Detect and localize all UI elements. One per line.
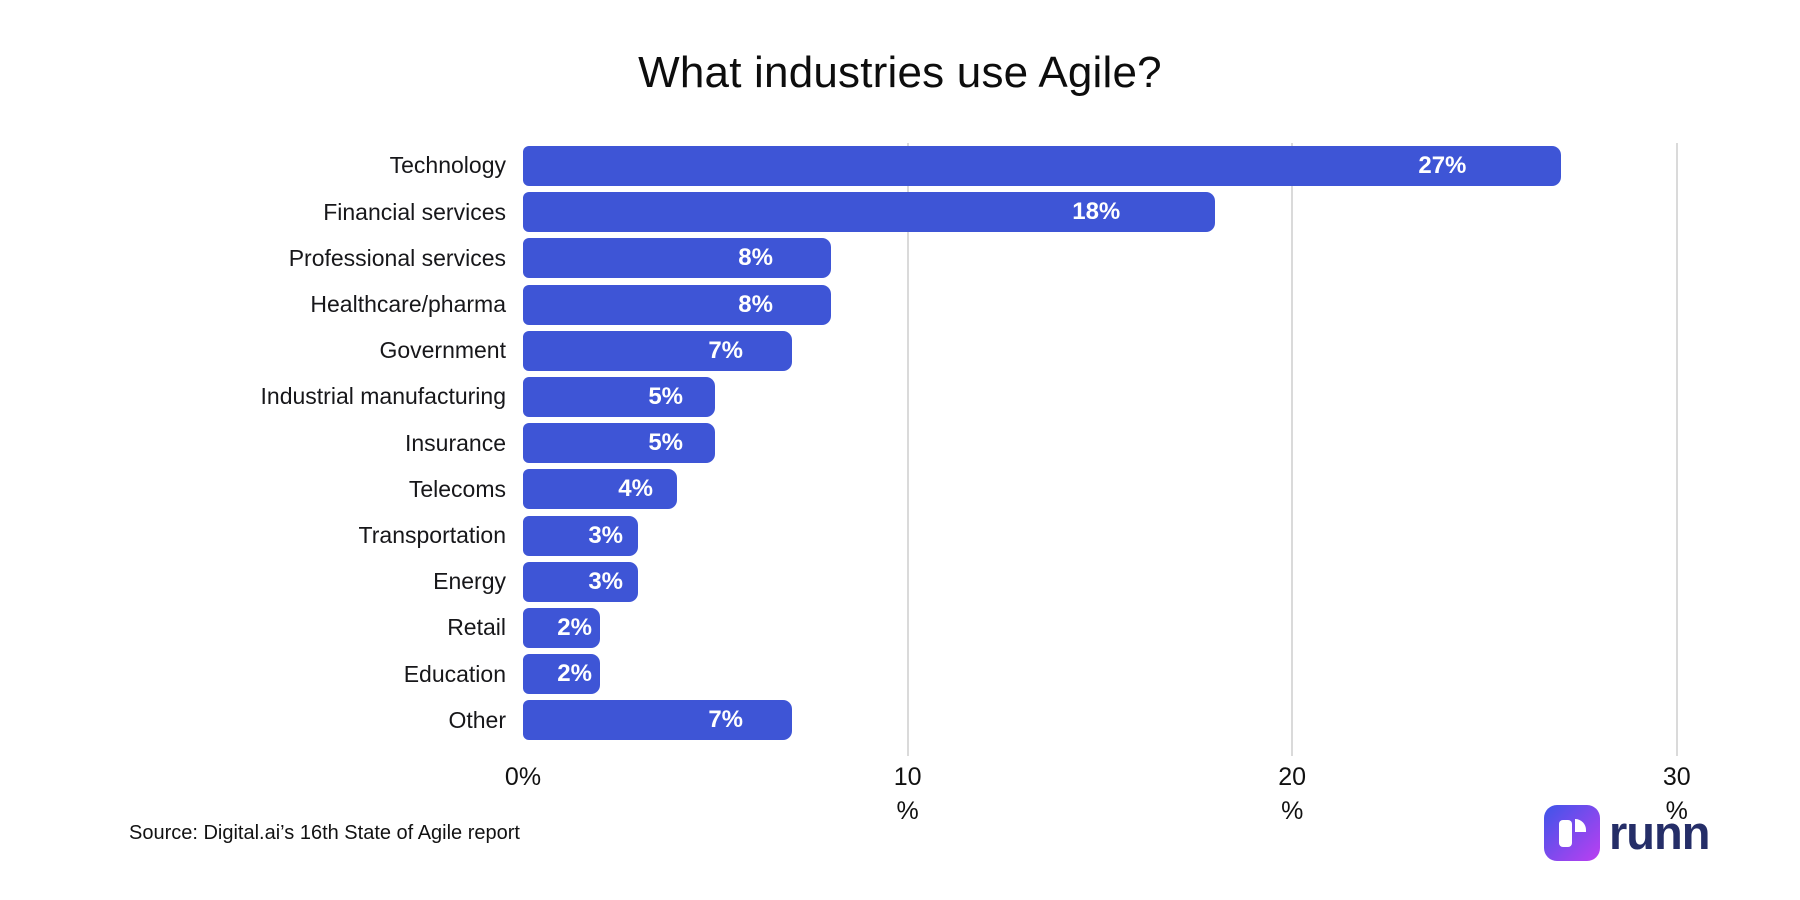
bar: 5% [523, 423, 716, 464]
bar-cell: 2% [523, 654, 1800, 695]
runn-logo-text: runn [1609, 806, 1710, 859]
chart-row: Insurance 5% [0, 420, 1800, 466]
x-axis-tick: 30% [1607, 760, 1747, 828]
bar: 7% [523, 700, 793, 741]
source-text: Source: Digital.ai’s 16th State of Agile… [129, 822, 520, 844]
bar-cell: 2% [523, 607, 1800, 648]
gridline [1675, 143, 1678, 756]
category-label: Other [448, 706, 506, 733]
chart-row: Education 2% [0, 651, 1800, 697]
category-label: Government [379, 337, 506, 364]
chart-row: Other 7% [0, 697, 1800, 743]
bar-value-label: 8% [738, 290, 773, 318]
bar-value-label: 3% [588, 567, 623, 595]
bar-cell: 5% [523, 423, 1800, 464]
category-label: Insurance [404, 429, 506, 456]
category-label: Retail [447, 614, 506, 641]
bar-value-label: 2% [557, 660, 592, 688]
bar-cell: 8% [523, 238, 1800, 279]
bar-value-label: 7% [708, 336, 743, 364]
bar-value-label: 3% [588, 521, 623, 549]
chart-row: Government 7% [0, 328, 1800, 374]
bar-cell: 5% [523, 377, 1800, 418]
bar-cell: 8% [523, 284, 1800, 325]
x-tick-line1: 0% [504, 763, 542, 791]
page-title: What industries use Agile? [638, 48, 1162, 97]
bar: 27% [523, 146, 1562, 187]
bar-cell: 7% [523, 330, 1800, 371]
chart-area: Technology 27% Financial services 18% Profes… [0, 143, 1800, 843]
gridlines-layer [523, 143, 1800, 756]
category-label: Energy [433, 568, 506, 595]
category-label: Telecoms [408, 475, 506, 502]
category-label: Technology [389, 152, 506, 179]
bar-cell: 3% [523, 515, 1800, 556]
bar: 7% [523, 330, 793, 371]
runn-logo: runn [1544, 805, 1710, 861]
category-label: Industrial manufacturing [260, 383, 506, 410]
bar-cell: 27% [523, 146, 1800, 187]
bar: 18% [523, 192, 1216, 233]
chart-row: Transportation 3% [0, 513, 1800, 559]
chart-row: Technology 27% [0, 143, 1800, 189]
bar-value-label: 2% [557, 613, 592, 641]
chart-row: Financial services 18% [0, 189, 1800, 235]
bar: 2% [523, 607, 600, 648]
x-tick-line1: 10 [893, 763, 922, 791]
chart-row: Telecoms 4% [0, 466, 1800, 512]
category-label: Financial services [323, 198, 506, 225]
chart-row: Retail 2% [0, 605, 1800, 651]
x-axis-tick: 10% [838, 760, 978, 828]
x-tick-line1: 20 [1278, 763, 1307, 791]
bar-value-label: 27% [1418, 152, 1467, 180]
chart-row: Energy 3% [0, 559, 1800, 605]
bar-value-label: 8% [738, 244, 773, 272]
runn-logo-r-glyph [1559, 819, 1586, 847]
x-tick-line1: 30 [1662, 763, 1691, 791]
bar: 3% [523, 515, 639, 556]
x-tick-line2: % [896, 797, 919, 825]
chart-row: Industrial manufacturing 5% [0, 374, 1800, 420]
x-axis-tick: 0% [453, 760, 593, 794]
bar-cell: 7% [523, 700, 1800, 741]
bar-value-label: 18% [1072, 198, 1121, 226]
bar-value-label: 7% [708, 706, 743, 734]
bar-value-label: 5% [648, 383, 683, 411]
category-label: Transportation [358, 521, 506, 548]
runn-logo-icon [1544, 805, 1600, 861]
bar-rows: Technology 27% Financial services 18% Profes… [0, 143, 1800, 743]
category-label: Professional services [288, 244, 506, 271]
bar-value-label: 4% [618, 475, 653, 503]
bar: 8% [523, 238, 831, 279]
bar-cell: 18% [523, 192, 1800, 233]
bar: 2% [523, 654, 600, 695]
x-axis-tick: 20% [1222, 760, 1362, 828]
bar: 4% [523, 469, 677, 510]
gridline [1291, 143, 1294, 756]
bar-cell: 3% [523, 561, 1800, 602]
category-label: Education [403, 660, 506, 687]
category-label: Healthcare/pharma [310, 291, 506, 317]
chart-row: Healthcare/pharma 8% [0, 282, 1800, 328]
gridline [906, 143, 909, 756]
bar: 5% [523, 377, 716, 418]
bar: 8% [523, 284, 831, 325]
x-tick-line2: % [1281, 797, 1304, 825]
bar-value-label: 5% [648, 429, 683, 457]
bar-cell: 4% [523, 469, 1800, 510]
bar: 3% [523, 561, 639, 602]
x-tick-line2: % [1665, 797, 1688, 825]
chart-row: Professional services 8% [0, 235, 1800, 281]
